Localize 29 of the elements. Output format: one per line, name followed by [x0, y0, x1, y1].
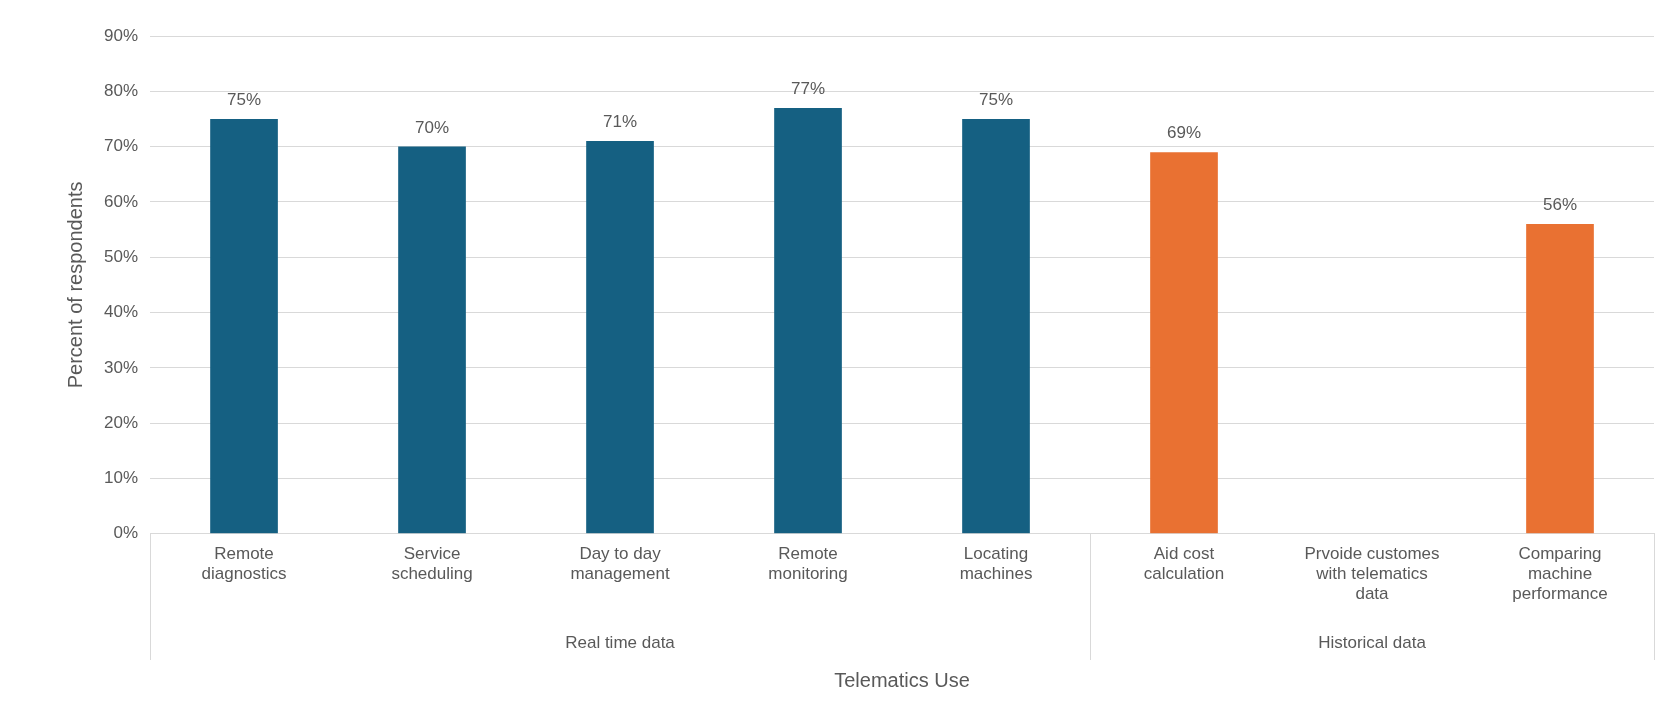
x-tick-label: Remote monitoring — [768, 543, 848, 584]
data-label: 71% — [603, 112, 638, 132]
data-label: 69% — [1166, 123, 1202, 143]
x-tick-label: Service scheduling — [391, 543, 473, 584]
data-label: 75% — [979, 90, 1014, 110]
x-tick-label: Aid cost calculation — [1143, 543, 1225, 584]
y-tick-label: 50% — [103, 246, 139, 266]
y-tick-label: 70% — [103, 136, 139, 156]
data-label: 56% — [1542, 195, 1578, 215]
x-tick-label: Locating machines — [959, 543, 1033, 584]
data-label: 77% — [791, 79, 826, 99]
x-tick-label: Comparing machine performance — [1512, 543, 1608, 604]
x-tick-label: Prvoide customes with telematics data — [1304, 543, 1440, 604]
y-tick-label: 30% — [103, 357, 139, 377]
y-tick-label: 0% — [113, 523, 139, 543]
y-axis-title: Percent of respondents — [63, 181, 86, 389]
y-tick-label: 10% — [103, 468, 139, 488]
y-tick-label: 20% — [103, 412, 139, 432]
data-label: 70% — [415, 117, 450, 137]
x-axis-title: Telematics Use — [834, 668, 970, 691]
x-tick-label: Remote diagnostics — [201, 543, 287, 584]
x-tick-label: Day to day management — [570, 543, 670, 584]
text: Real time data — [565, 632, 676, 652]
y-tick-label: 90% — [103, 25, 139, 45]
y-tick-label: 60% — [103, 191, 139, 211]
y-tick-label: 80% — [103, 81, 139, 100]
y-tick-label: 40% — [103, 302, 139, 322]
text: Historical data — [1318, 632, 1427, 652]
data-label: 75% — [227, 90, 262, 110]
